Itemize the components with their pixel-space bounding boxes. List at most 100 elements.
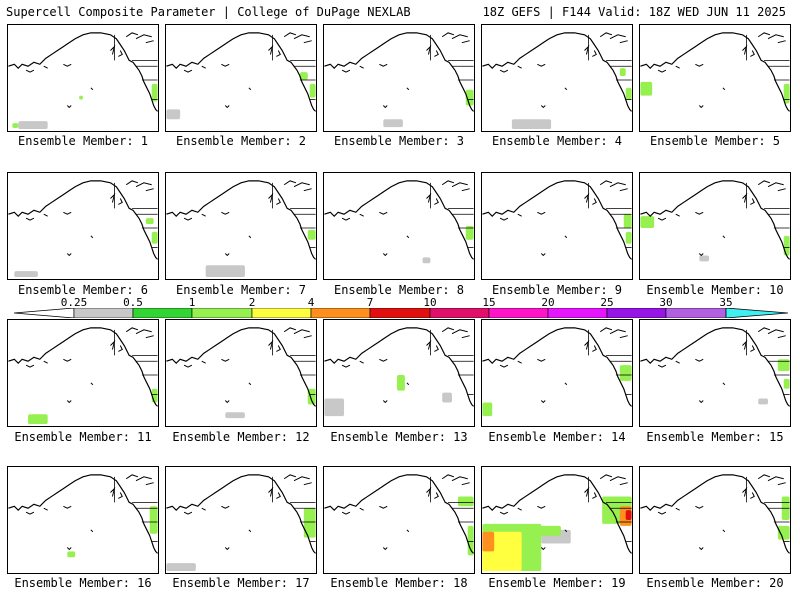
island-outline bbox=[303, 482, 312, 486]
parameter-shading bbox=[619, 365, 632, 381]
coastline bbox=[166, 32, 316, 112]
map-plot bbox=[324, 180, 474, 264]
coastline bbox=[482, 32, 632, 112]
parameter-shading bbox=[625, 87, 632, 100]
island-outline bbox=[248, 529, 252, 533]
parameter-shading bbox=[383, 119, 403, 128]
parameter-shading bbox=[307, 229, 316, 240]
coastline bbox=[324, 474, 474, 554]
ensemble-member-map bbox=[481, 24, 633, 132]
island-outline bbox=[118, 492, 123, 499]
colorbar-tick-label: 1 bbox=[188, 296, 196, 309]
island-outline bbox=[224, 253, 230, 257]
island-outline bbox=[293, 182, 310, 188]
parameter-shading bbox=[18, 121, 48, 130]
island-outline bbox=[742, 192, 748, 203]
island-outline bbox=[750, 198, 755, 205]
ensemble-member-map bbox=[7, 466, 159, 574]
ensemble-member-label: Ensemble Member: 19 bbox=[488, 576, 626, 590]
island-outline bbox=[379, 211, 388, 215]
island-outline bbox=[675, 213, 680, 217]
island-outline bbox=[359, 65, 364, 69]
island-outline bbox=[757, 327, 771, 333]
coastline bbox=[8, 32, 158, 112]
ensemble-member-map bbox=[323, 319, 475, 427]
island-outline bbox=[537, 505, 546, 509]
colorbar-segment bbox=[606, 308, 667, 318]
ensemble-member-map bbox=[165, 319, 317, 427]
island-outline bbox=[537, 63, 546, 67]
island-outline bbox=[592, 198, 597, 205]
island-outline bbox=[43, 507, 48, 511]
ensemble-member-label: Ensemble Member: 13 bbox=[330, 430, 468, 444]
island-outline bbox=[183, 364, 193, 368]
parameter-shading bbox=[151, 83, 158, 102]
island-outline bbox=[63, 505, 72, 509]
island-outline bbox=[619, 188, 628, 192]
island-outline bbox=[540, 105, 546, 109]
island-outline bbox=[451, 34, 468, 40]
parameter-shading bbox=[482, 531, 495, 552]
island-outline bbox=[461, 482, 470, 486]
colorbar-tick-label: 4 bbox=[307, 296, 315, 309]
island-outline bbox=[675, 507, 680, 511]
island-outline bbox=[379, 63, 388, 67]
coastline bbox=[482, 474, 632, 554]
island-outline bbox=[657, 511, 667, 515]
island-outline bbox=[461, 335, 470, 339]
island-outline bbox=[341, 217, 351, 221]
color-scale-bar bbox=[14, 308, 788, 318]
island-outline bbox=[125, 327, 139, 333]
island-outline bbox=[441, 474, 455, 480]
island-outline bbox=[125, 180, 139, 186]
parameter-shading bbox=[467, 525, 474, 556]
island-outline bbox=[675, 65, 680, 69]
island-outline bbox=[426, 44, 432, 55]
coastline bbox=[324, 32, 474, 112]
parameter-shading bbox=[422, 257, 431, 264]
ensemble-member-label: Ensemble Member: 20 bbox=[646, 576, 784, 590]
island-outline bbox=[499, 511, 509, 515]
map-plot bbox=[324, 474, 474, 556]
island-outline bbox=[382, 547, 388, 551]
colorbar-tick-label: 15 bbox=[482, 296, 496, 309]
island-outline bbox=[722, 529, 726, 533]
island-outline bbox=[657, 217, 667, 221]
ensemble-member-label: Ensemble Member: 1 bbox=[17, 134, 149, 148]
island-outline bbox=[564, 382, 568, 386]
island-outline bbox=[359, 360, 364, 364]
parameter-shading bbox=[777, 525, 790, 540]
coastline bbox=[166, 327, 316, 407]
island-outline bbox=[183, 69, 193, 73]
island-outline bbox=[540, 547, 546, 551]
ensemble-member-map bbox=[323, 24, 475, 132]
parameter-shading bbox=[625, 510, 632, 520]
island-outline bbox=[426, 192, 432, 203]
parameter-shading bbox=[225, 412, 245, 419]
island-outline bbox=[619, 335, 628, 339]
island-outline bbox=[722, 235, 726, 239]
ensemble-member-map bbox=[323, 172, 475, 280]
island-outline bbox=[517, 213, 522, 217]
map-plot bbox=[482, 32, 632, 130]
map-title: Supercell Composite Parameter | College … bbox=[6, 5, 411, 19]
island-outline bbox=[461, 188, 470, 192]
parameter-shading bbox=[625, 231, 632, 244]
island-outline bbox=[584, 486, 590, 497]
map-plot bbox=[640, 32, 790, 112]
island-outline bbox=[25, 217, 35, 221]
ensemble-member-map bbox=[639, 466, 791, 574]
model-valid-time: 18Z GEFS | F144 Valid: 18Z WED JUN 11 20… bbox=[482, 5, 786, 19]
parameter-shading bbox=[640, 81, 653, 96]
island-outline bbox=[777, 335, 786, 339]
island-outline bbox=[584, 192, 590, 203]
coastline bbox=[640, 180, 790, 260]
ensemble-member-label: Ensemble Member: 15 bbox=[646, 430, 784, 444]
colorbar-segment bbox=[429, 308, 490, 318]
ensemble-member-label: Ensemble Member: 6 bbox=[17, 283, 149, 297]
island-outline bbox=[451, 476, 468, 482]
island-outline bbox=[224, 105, 230, 109]
parameter-shading bbox=[67, 551, 76, 558]
island-outline bbox=[592, 50, 597, 57]
island-outline bbox=[609, 329, 626, 335]
